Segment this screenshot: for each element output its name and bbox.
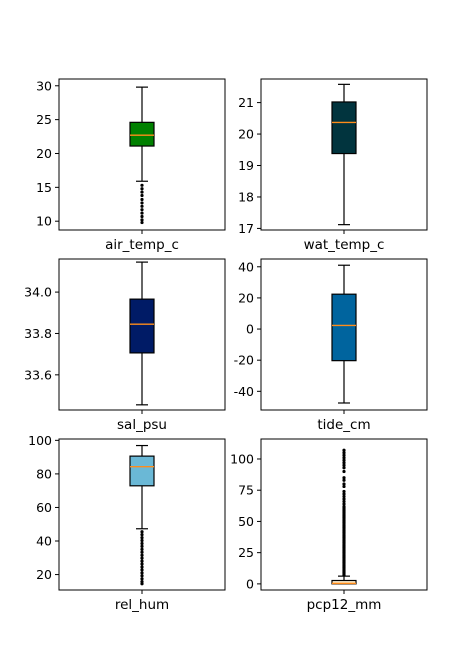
y-tick-label: 30 xyxy=(36,78,52,93)
y-tick-label: 21 xyxy=(238,95,254,110)
outlier-point xyxy=(342,451,346,455)
outlier-point xyxy=(140,218,144,222)
outlier-point xyxy=(140,201,144,205)
outlier-point xyxy=(140,574,144,578)
y-tick-label: -40 xyxy=(234,384,254,399)
box xyxy=(129,121,155,147)
y-tick-label: 75 xyxy=(238,483,254,498)
outlier-point xyxy=(140,550,144,554)
y-tick-label: 33.8 xyxy=(24,326,52,341)
outlier-point xyxy=(342,489,346,494)
outlier-point xyxy=(342,476,346,480)
y-tick-label: 80 xyxy=(36,466,52,481)
x-tick-label: rel_hum xyxy=(115,597,169,613)
y-tick-label: 25 xyxy=(238,545,254,560)
outlier-point xyxy=(140,565,144,569)
y-tick-label: 19 xyxy=(238,158,254,173)
outlier-point xyxy=(342,504,346,509)
outlier-point xyxy=(342,463,346,467)
outlier-point xyxy=(140,571,144,575)
y-tick-label: -20 xyxy=(234,353,254,368)
x-tick-label: wat_temp_c xyxy=(304,237,385,253)
box xyxy=(129,455,155,487)
outlier-point xyxy=(342,494,346,499)
y-tick-label: 10 xyxy=(36,214,52,229)
subplot-wat-temp-c: 17 18 19 20 21 wat_temp_c xyxy=(238,78,428,253)
outlier-point xyxy=(140,220,144,225)
outlier-point xyxy=(140,556,144,560)
outlier-point xyxy=(342,484,346,489)
y-tick-label: 40 xyxy=(238,259,254,274)
outlier-point xyxy=(342,466,346,470)
outlier-point xyxy=(140,536,144,540)
outlier-point xyxy=(140,211,144,215)
y-tick-label: 20 xyxy=(36,146,52,161)
box xyxy=(129,298,155,354)
outlier-point xyxy=(140,193,144,198)
outlier-point xyxy=(342,499,346,504)
outlier-point xyxy=(342,478,346,482)
outlier-point xyxy=(140,208,144,212)
subplot-sal-psu: 33.6 33.8 34.0 sal_psu xyxy=(24,258,226,433)
subplot-pcp12-mm: 0 25 50 75 100 pcp12_mm xyxy=(230,438,428,613)
y-tick-label: 20 xyxy=(238,127,254,142)
outlier-point xyxy=(342,448,346,452)
x-tick-label: sal_psu xyxy=(117,417,167,433)
y-tick-label: 18 xyxy=(238,189,254,204)
y-tick-label: 20 xyxy=(238,290,254,305)
outlier-point xyxy=(140,190,144,194)
outlier-point xyxy=(140,204,144,208)
outlier-point xyxy=(342,469,346,474)
outlier-point xyxy=(140,577,144,581)
y-tick-label: 0 xyxy=(246,322,254,337)
outlier-point xyxy=(342,502,346,506)
y-tick-label: 25 xyxy=(36,112,52,127)
y-tick-label: 50 xyxy=(238,514,254,529)
y-tick-label: 34.0 xyxy=(24,285,52,300)
outlier-point xyxy=(140,582,144,586)
y-tick-label: 33.6 xyxy=(24,367,52,382)
subplot-rel-hum: 20 40 60 80 100 rel_hum xyxy=(28,433,226,613)
outlier-point xyxy=(140,538,144,543)
box xyxy=(331,293,357,362)
outlier-point xyxy=(140,533,144,537)
y-tick-label: 20 xyxy=(36,567,52,582)
subplot-air-temp-c: 10 15 20 25 30 air_temp_c xyxy=(36,78,226,253)
outlier-point xyxy=(140,553,144,557)
outlier-point xyxy=(140,568,144,572)
outlier-point xyxy=(140,214,144,219)
outlier-point xyxy=(342,492,346,496)
y-tick-label: 17 xyxy=(238,221,254,236)
outlier-point xyxy=(140,541,144,546)
outlier-point xyxy=(342,456,346,460)
y-tick-label: 60 xyxy=(36,500,52,515)
subplot-tide-cm: -40 -20 0 20 40 tide_cm xyxy=(234,258,428,433)
outlier-point xyxy=(342,458,346,462)
outlier-point xyxy=(140,547,144,551)
outlier-point xyxy=(140,559,144,563)
y-tick-label: 100 xyxy=(230,451,254,466)
outlier-point xyxy=(342,497,346,501)
outlier-point xyxy=(342,461,346,465)
outlier-point xyxy=(140,187,144,191)
x-tick-label: tide_cm xyxy=(317,417,370,433)
box xyxy=(331,101,357,155)
x-tick-label: air_temp_c xyxy=(105,237,179,253)
outlier-point xyxy=(140,197,144,202)
outlier-point xyxy=(140,183,144,187)
outlier-point xyxy=(342,482,346,486)
y-tick-label: 100 xyxy=(28,433,52,448)
outlier-point xyxy=(140,562,144,566)
y-tick-label: 0 xyxy=(246,576,254,591)
y-tick-label: 15 xyxy=(36,180,52,195)
outlier-point xyxy=(140,530,144,534)
y-tick-label: 40 xyxy=(36,534,52,549)
outlier-point xyxy=(140,544,144,548)
x-tick-label: pcp12_mm xyxy=(307,597,382,613)
outlier-point xyxy=(342,453,346,457)
